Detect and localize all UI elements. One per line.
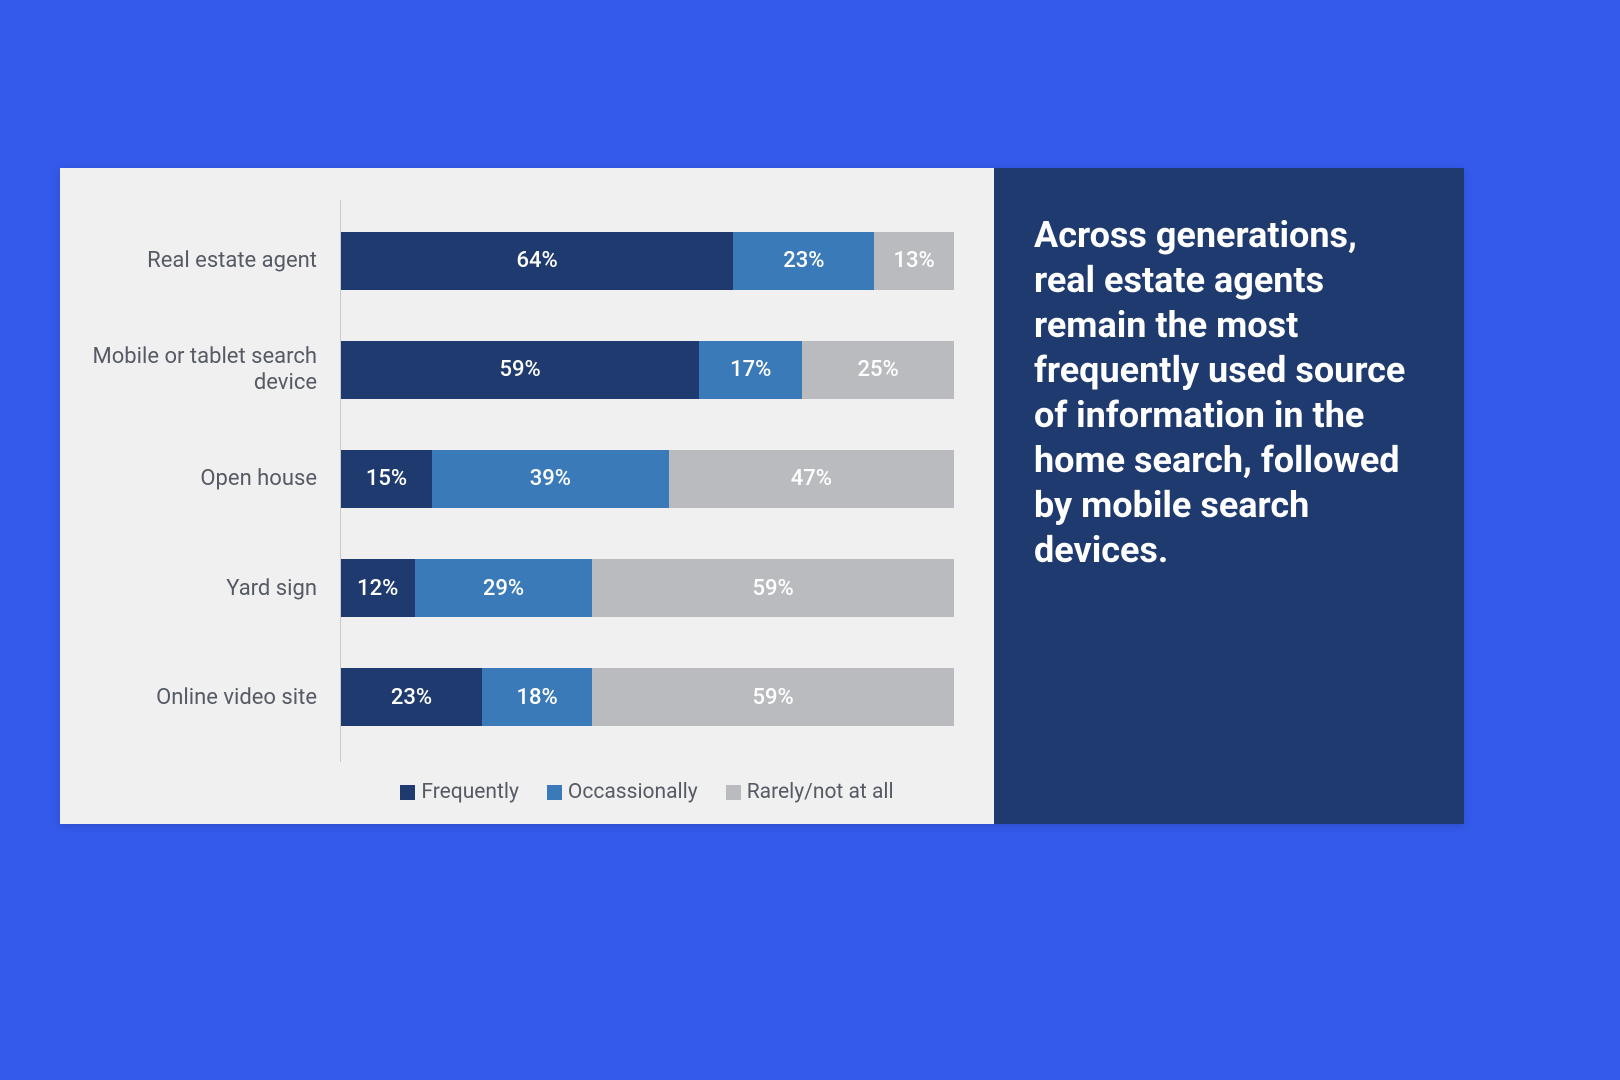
legend-item-frequently: Frequently [400, 780, 519, 804]
bar-segment-value: 13% [894, 248, 935, 273]
legend-label: Occassionally [568, 780, 698, 804]
bar-segment-value: 12% [357, 576, 398, 601]
bar-segment-value: 59% [753, 685, 794, 710]
chart-rows: Real estate agent64%23%13%Mobile or tabl… [340, 200, 954, 762]
bar-segment-value: 29% [483, 576, 524, 601]
stacked-bar: 15% 39% 47% [341, 450, 954, 508]
row-label: Online video site [81, 685, 331, 710]
legend-swatch [400, 785, 415, 800]
bar-segment-value: 59% [753, 576, 794, 601]
bar-segment-value: 15% [366, 466, 407, 491]
chart-row: Online video site23%18%59% [341, 668, 954, 726]
stacked-bar: 12% 29% 59% [341, 559, 954, 617]
bar-segment-frequently: 64% [341, 232, 733, 290]
row-label: Mobile or tablet search device [81, 344, 331, 395]
legend-item-rarely: Rarely/not at all [726, 780, 894, 804]
bar-segment-occasionally: 39% [432, 450, 669, 508]
bar-segment-value: 59% [499, 357, 540, 382]
chart-row: Open house15%39%47% [341, 450, 954, 508]
text-panel: Across generations, real estate agents r… [994, 168, 1464, 824]
bar-segment-rarely: 59% [592, 559, 954, 617]
chart-area: Real estate agent64%23%13%Mobile or tabl… [90, 200, 954, 804]
bar-segment-value: 17% [730, 357, 771, 382]
bar-segment-occasionally: 23% [733, 232, 874, 290]
bar-segment-rarely: 59% [592, 668, 954, 726]
row-label: Yard sign [81, 576, 331, 601]
bar-segment-frequently: 15% [341, 450, 432, 508]
bar-segment-value: 23% [391, 685, 432, 710]
chart-row: Yard sign12%29%59% [341, 559, 954, 617]
chart-row: Mobile or tablet search device59%17%25% [341, 341, 954, 399]
bar-segment-rarely: 13% [874, 232, 954, 290]
bar-segment-value: 23% [783, 248, 824, 273]
legend-item-occasionally: Occassionally [547, 780, 698, 804]
stacked-bar: 64% 23% 13% [341, 232, 954, 290]
infographic-card: Real estate agent 64% 23% 13% Mobile or tabl… [60, 168, 1464, 824]
bar-segment-occasionally: 17% [699, 341, 802, 399]
row-label: Open house [81, 466, 331, 491]
bar-segment-occasionally: 29% [415, 559, 593, 617]
legend-swatch [726, 785, 741, 800]
bar-segment-rarely: 47% [669, 450, 954, 508]
stacked-bar: 23% 18% 59% [341, 668, 954, 726]
row-label: Real estate agent [81, 248, 331, 273]
legend-swatch [547, 785, 562, 800]
stacked-bar: 59% 17% 25% [341, 341, 954, 399]
bar-segment-value: 25% [858, 357, 899, 382]
legend-label: Frequently [421, 780, 519, 804]
legend-label: Rarely/not at all [747, 780, 894, 804]
chart-panel: Real estate agent 64% 23% 13% Mobile or tabl… [60, 168, 994, 824]
chart-row: Real estate agent64%23%13% [341, 232, 954, 290]
bar-segment-frequently: 59% [341, 341, 699, 399]
bar-segment-value: 18% [517, 685, 558, 710]
bar-segment-value: 64% [517, 248, 558, 273]
bar-segment-frequently: 12% [341, 559, 415, 617]
bar-segment-rarely: 25% [802, 341, 954, 399]
summary-text: Across generations, real estate agents r… [1034, 213, 1424, 573]
bar-segment-value: 47% [791, 466, 832, 491]
bar-segment-value: 39% [530, 466, 571, 491]
chart-legend: Frequently Occassionally Rarely/not at all [340, 762, 954, 804]
bar-segment-occasionally: 18% [482, 668, 592, 726]
bar-segment-frequently: 23% [341, 668, 482, 726]
